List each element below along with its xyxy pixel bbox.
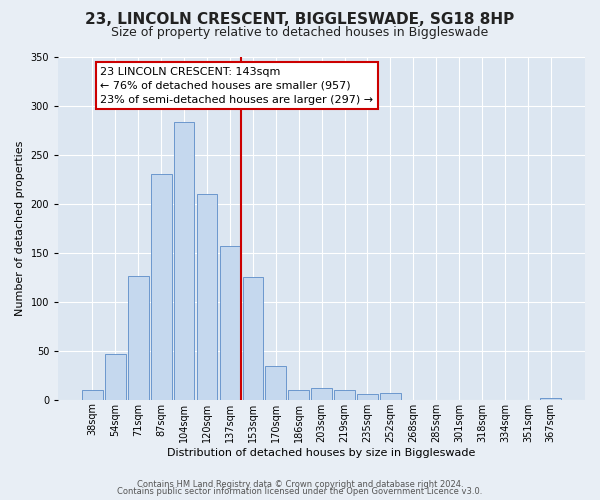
Bar bbox=[289, 390, 309, 400]
Bar bbox=[242, 277, 263, 400]
Bar bbox=[541, 398, 561, 400]
Bar bbox=[151, 174, 172, 400]
Bar bbox=[197, 194, 217, 400]
Text: Contains HM Land Registry data © Crown copyright and database right 2024.: Contains HM Land Registry data © Crown c… bbox=[137, 480, 463, 489]
Bar bbox=[174, 122, 194, 400]
Bar bbox=[265, 366, 286, 400]
Y-axis label: Number of detached properties: Number of detached properties bbox=[15, 140, 25, 316]
Text: 23, LINCOLN CRESCENT, BIGGLESWADE, SG18 8HP: 23, LINCOLN CRESCENT, BIGGLESWADE, SG18 … bbox=[85, 12, 515, 28]
X-axis label: Distribution of detached houses by size in Biggleswade: Distribution of detached houses by size … bbox=[167, 448, 476, 458]
Bar bbox=[334, 390, 355, 400]
Bar bbox=[105, 354, 125, 400]
Bar bbox=[357, 394, 378, 400]
Bar bbox=[380, 393, 401, 400]
Bar bbox=[82, 390, 103, 400]
Text: Contains public sector information licensed under the Open Government Licence v3: Contains public sector information licen… bbox=[118, 488, 482, 496]
Text: Size of property relative to detached houses in Biggleswade: Size of property relative to detached ho… bbox=[112, 26, 488, 39]
Bar bbox=[311, 388, 332, 400]
Text: 23 LINCOLN CRESCENT: 143sqm
← 76% of detached houses are smaller (957)
23% of se: 23 LINCOLN CRESCENT: 143sqm ← 76% of det… bbox=[100, 67, 373, 105]
Bar bbox=[128, 276, 149, 400]
Bar bbox=[220, 246, 240, 400]
